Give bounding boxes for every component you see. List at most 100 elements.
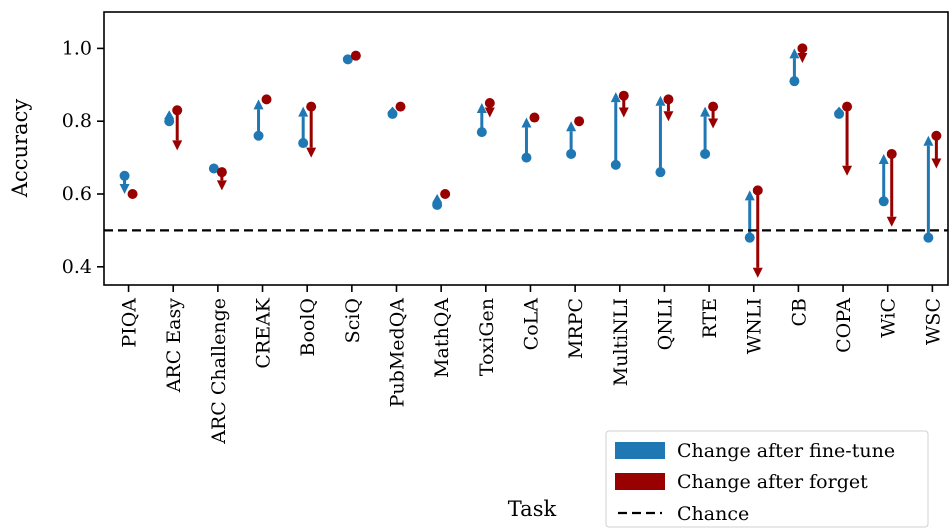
arrow-head-fine-tune: [789, 48, 800, 59]
y-tick-label: 1.0: [62, 37, 92, 59]
x-axis-title: Task: [508, 497, 557, 521]
x-tick-label: WiC: [878, 298, 900, 338]
arrow-head-fine-tune: [119, 184, 130, 194]
arrow-head-fine-tune: [298, 106, 309, 117]
y-axis: 0.4 0.6 0.8 1.0: [62, 37, 104, 278]
x-tick-label: BoolQ: [297, 298, 319, 357]
start-point-forget: [529, 112, 540, 123]
x-tick-label: QNLI: [654, 298, 676, 350]
start-point-forget: [440, 189, 451, 199]
arrow-head-forget: [931, 158, 942, 169]
start-point-forget: [708, 101, 719, 112]
start-point-forget: [931, 130, 942, 141]
x-tick-label: ToxiGen: [476, 298, 498, 376]
start-point-fine-tune: [253, 130, 264, 141]
start-point-forget: [842, 101, 853, 112]
arrow-head-fine-tune: [566, 121, 577, 132]
arrow-head-forget: [216, 180, 227, 191]
x-tick-label: CB: [788, 298, 810, 327]
start-point-fine-tune: [878, 196, 889, 207]
x-tick-label: PIQA: [119, 298, 141, 348]
start-point-forget: [663, 94, 674, 105]
x-tick-label: ARC Challenge: [208, 298, 230, 445]
x-tick-label: WNLI: [744, 298, 766, 354]
start-point-fine-tune: [744, 232, 755, 243]
x-tick-label: MultiNLI: [610, 298, 632, 386]
start-point-forget: [574, 116, 585, 127]
start-point-forget: [261, 94, 272, 105]
start-point-forget: [350, 50, 361, 61]
start-point-fine-tune: [923, 232, 934, 243]
start-point-fine-tune: [789, 76, 800, 87]
y-tick-label: 0.4: [62, 256, 92, 278]
start-point-fine-tune: [387, 108, 398, 119]
start-point-fine-tune: [700, 148, 711, 159]
arrow-head-fine-tune: [878, 153, 889, 164]
start-point-fine-tune: [119, 170, 130, 181]
start-point-fine-tune: [521, 152, 532, 163]
arrow-head-fine-tune: [700, 106, 711, 117]
plot-area: [103, 11, 949, 286]
start-point-forget: [797, 43, 808, 54]
start-point-forget: [886, 148, 897, 159]
x-tick-label: WSC: [922, 298, 944, 345]
x-tick-label: CREAK: [253, 297, 275, 368]
arrow-head-fine-tune: [521, 117, 532, 128]
x-tick-label: COPA: [833, 298, 855, 353]
y-tick-label: 0.8: [62, 110, 92, 132]
arrow-head-fine-tune: [610, 92, 621, 103]
arrow-head-forget: [842, 165, 853, 176]
start-point-forget: [752, 185, 763, 196]
arrow-head-fine-tune: [655, 95, 666, 106]
legend-label-forget: Change after forget: [677, 471, 868, 493]
legend: Change after fine-tune Change after forg…: [605, 430, 929, 528]
y-tick-label: 0.6: [62, 183, 92, 205]
start-point-fine-tune: [610, 159, 621, 170]
start-point-fine-tune: [298, 138, 309, 149]
legend-swatch-forget: [615, 473, 665, 490]
data-marks: [119, 43, 942, 278]
start-point-fine-tune: [476, 127, 487, 138]
arrow-head-forget: [484, 107, 495, 118]
legend-label-fine-tune: Change after fine-tune: [677, 440, 895, 462]
legend-swatch-fine-tune: [615, 442, 665, 459]
start-point-forget: [618, 90, 629, 101]
x-tick-label: ARC Easy: [163, 298, 185, 394]
start-point-fine-tune: [208, 163, 219, 174]
start-point-fine-tune: [432, 199, 443, 210]
start-point-fine-tune: [164, 116, 175, 127]
start-point-forget: [216, 167, 227, 178]
start-point-fine-tune: [342, 54, 353, 65]
legend-box: [605, 430, 929, 528]
x-tick-label: MathQA: [431, 298, 453, 378]
arrow-head-fine-tune: [744, 190, 755, 201]
x-axis: PIQA ARC Easy ARC Challenge CREAK BoolQ SciQ P…: [119, 285, 944, 445]
start-point-forget: [484, 98, 495, 108]
arrow-head-forget: [663, 111, 674, 122]
arrow-head-forget: [886, 216, 897, 227]
arrow-head-fine-tune: [432, 194, 443, 203]
x-tick-label: CoLA: [520, 298, 542, 351]
arrow-head-forget: [618, 107, 629, 118]
x-tick-label: MRPC: [565, 298, 587, 359]
start-point-forget: [172, 105, 183, 116]
start-point-forget: [127, 189, 138, 199]
arrow-head-fine-tune: [164, 110, 175, 120]
arrow-head-forget: [708, 118, 719, 129]
start-point-fine-tune: [566, 148, 577, 159]
x-tick-label: PubMedQA: [386, 298, 408, 408]
arrow-head-fine-tune: [923, 135, 934, 146]
arrow-head-forget: [797, 52, 808, 63]
start-point-forget: [306, 101, 317, 112]
arrow-head-forget: [172, 140, 183, 151]
x-tick-label: SciQ: [342, 298, 364, 343]
start-point-forget: [395, 101, 406, 112]
arrow-head-forget: [752, 267, 763, 278]
start-point-fine-tune: [834, 108, 845, 119]
plot-frame: [103, 11, 949, 286]
arrow-head-fine-tune: [253, 99, 264, 110]
legend-label-chance: Chance: [677, 503, 749, 525]
start-point-fine-tune: [655, 167, 666, 178]
y-axis-title: Accuracy: [8, 99, 32, 199]
